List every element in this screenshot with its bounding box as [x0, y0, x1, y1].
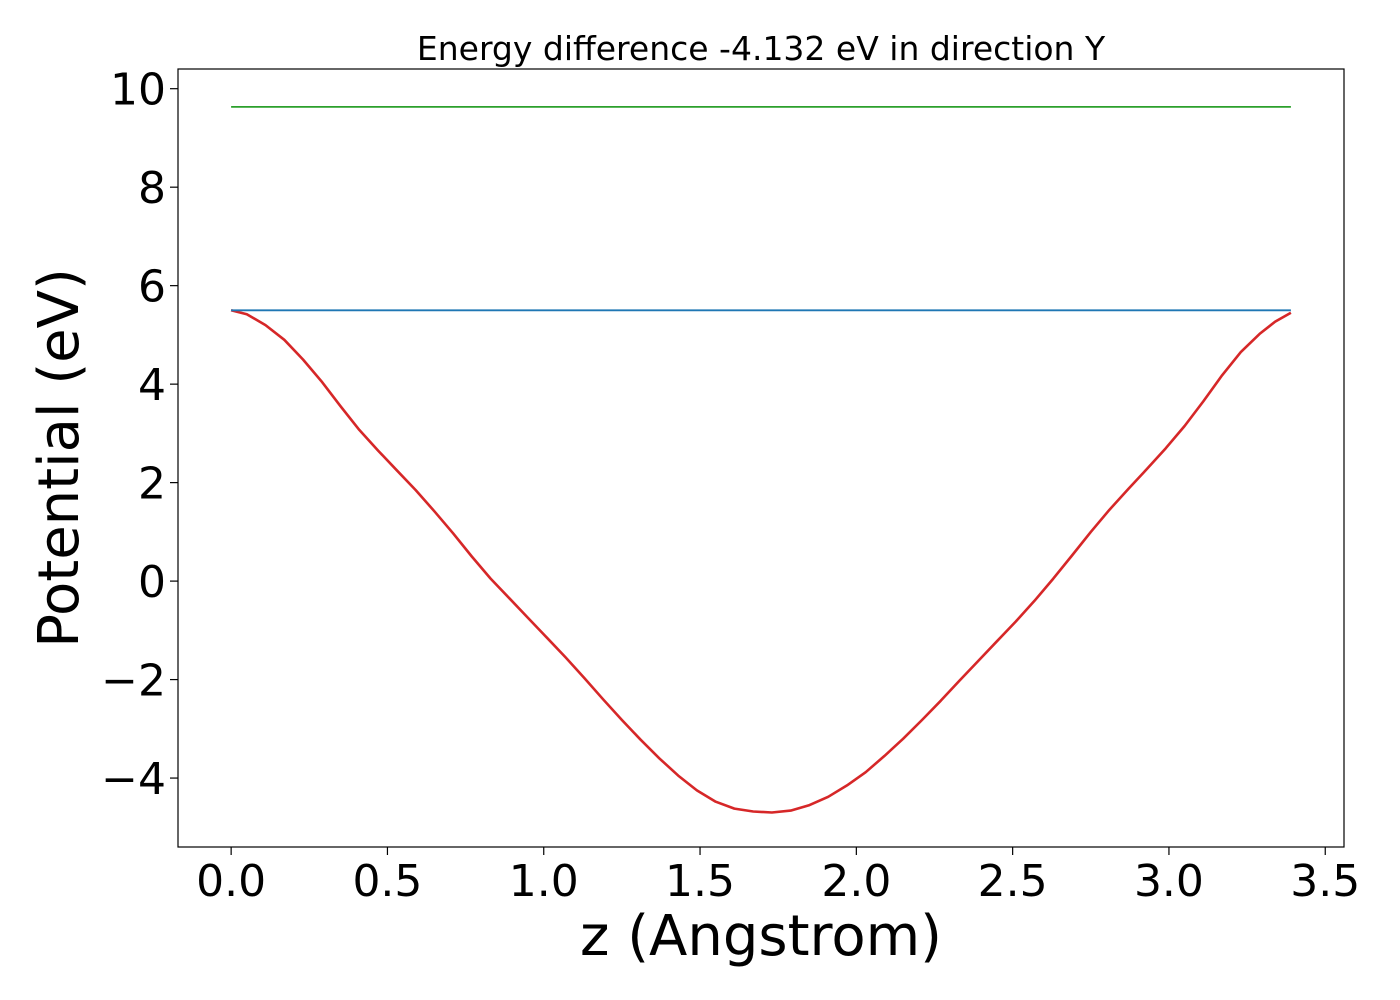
y-axis-title: Potential (eV): [27, 268, 92, 648]
y-tick-label: 6: [138, 262, 166, 313]
x-tick-label: 1.0: [509, 856, 579, 907]
y-tick-label: 8: [138, 163, 166, 214]
plot-frame: [177, 68, 1345, 848]
x-tick-label: 3.0: [1134, 856, 1204, 907]
series-line-0: [230, 309, 1292, 814]
x-axis: 0.0 0.5 1.0 1.5 2.0 2.5 3.0 3.5: [196, 847, 1360, 907]
y-axis: −4 −2 0 2 4 6 8 10: [101, 65, 178, 805]
x-tick-label: 0.5: [352, 856, 422, 907]
series-layer: [230, 106, 1292, 814]
y-tick-label: 0: [138, 557, 166, 608]
y-tick-label: 2: [138, 459, 166, 510]
x-tick-label: 1.5: [665, 856, 735, 907]
x-axis-title: z (Angstrom): [580, 904, 942, 969]
chart-title: Energy difference -4.132 eV in direction…: [417, 29, 1106, 68]
x-tick-label: 0.0: [196, 856, 266, 907]
y-tick-label: −4: [101, 754, 166, 805]
y-tick-label: 4: [138, 360, 166, 411]
x-tick-label: 2.0: [821, 856, 891, 907]
x-tick-label: 2.5: [978, 856, 1048, 907]
y-tick-label: 10: [110, 65, 166, 116]
x-tick-label: 3.5: [1290, 856, 1360, 907]
y-tick-label: −2: [101, 656, 166, 707]
